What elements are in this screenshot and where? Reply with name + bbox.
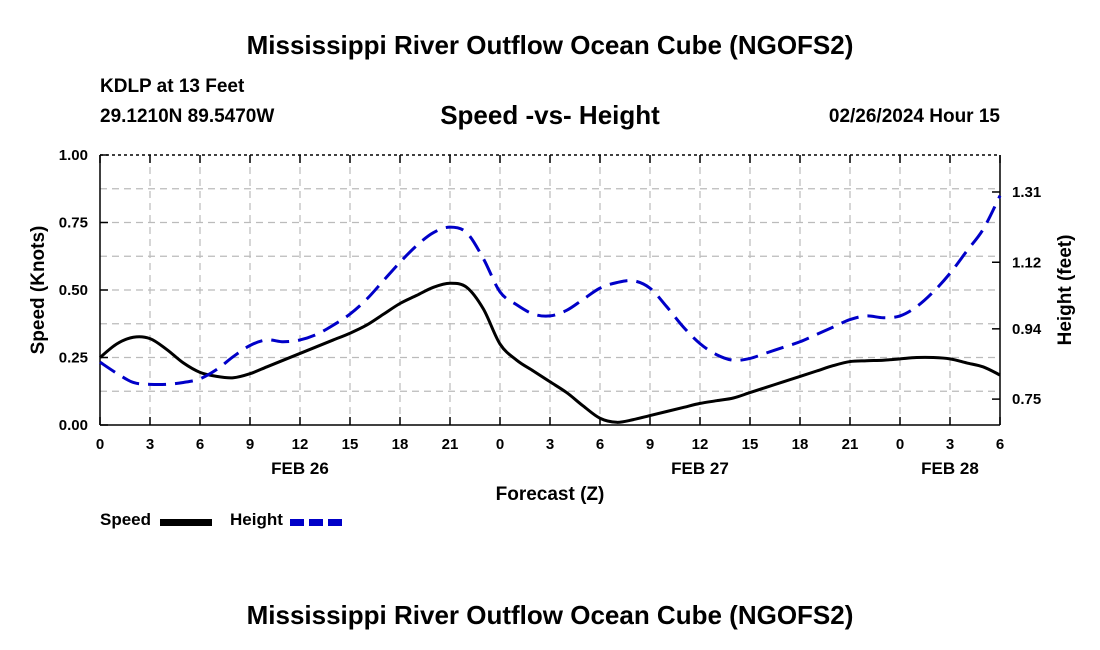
y2-tick-label: 1.12 xyxy=(1012,254,1041,271)
x-tick-label: 0 xyxy=(896,436,904,453)
x-tick-label: 6 xyxy=(196,436,204,453)
y-tick-label: 0.25 xyxy=(59,350,88,367)
footer-title: Mississippi River Outflow Ocean Cube (NG… xyxy=(246,600,854,630)
y2-tick-label: 0.75 xyxy=(1012,391,1041,408)
date-label: FEB 28 xyxy=(921,459,979,478)
y-tick-label: 0.50 xyxy=(59,282,88,299)
x-tick-label: 6 xyxy=(996,436,1004,453)
timestamp: 02/26/2024 Hour 15 xyxy=(828,106,1000,127)
series-line-height xyxy=(99,195,1002,387)
legend-height-line xyxy=(290,519,342,526)
y-axis-title: Speed (Knots) xyxy=(28,226,49,355)
x-axis-title: Forecast (Z) xyxy=(496,484,605,505)
x-tick-label: 3 xyxy=(546,436,554,453)
x-tick-label: 0 xyxy=(496,436,504,453)
y2-tick-label: 0.94 xyxy=(1012,321,1042,338)
x-tick-label: 3 xyxy=(146,436,154,453)
legend-speed-label: Speed xyxy=(100,510,152,529)
station-coords: 29.1210N 89.5470W xyxy=(100,106,275,127)
x-tick-label: 3 xyxy=(946,436,954,453)
x-tick-label: 6 xyxy=(596,436,604,453)
x-tick-label: 0 xyxy=(96,436,104,453)
date-label: FEB 27 xyxy=(671,459,729,478)
legend-speed-line xyxy=(160,519,212,526)
x-tick-label: 21 xyxy=(842,436,859,453)
main-title: Mississippi River Outflow Ocean Cube (NG… xyxy=(246,30,854,60)
x-tick-label: 18 xyxy=(792,436,809,453)
x-tick-label: 21 xyxy=(442,436,459,453)
x-tick-label: 15 xyxy=(742,436,759,453)
x-tick-label: 18 xyxy=(392,436,409,453)
x-tick-label: 12 xyxy=(292,436,309,453)
legend-height-label: Height xyxy=(230,510,283,529)
y2-axis-title: Height (feet) xyxy=(1055,235,1076,346)
x-tick-label: 9 xyxy=(246,436,254,453)
y-tick-label: 1.00 xyxy=(59,147,88,164)
series-line-speed xyxy=(99,281,1001,424)
x-tick-label: 12 xyxy=(692,436,709,453)
y-tick-label: 0.75 xyxy=(59,215,88,232)
x-tick-label: 9 xyxy=(646,436,654,453)
date-label: FEB 26 xyxy=(271,459,329,478)
y-tick-label: 0.00 xyxy=(59,417,88,434)
station-name: KDLP at 13 Feet xyxy=(100,76,245,97)
x-tick-label: 15 xyxy=(342,436,359,453)
chart-subtitle: Speed -vs- Height xyxy=(440,100,660,130)
y2-tick-label: 1.31 xyxy=(1012,184,1041,201)
